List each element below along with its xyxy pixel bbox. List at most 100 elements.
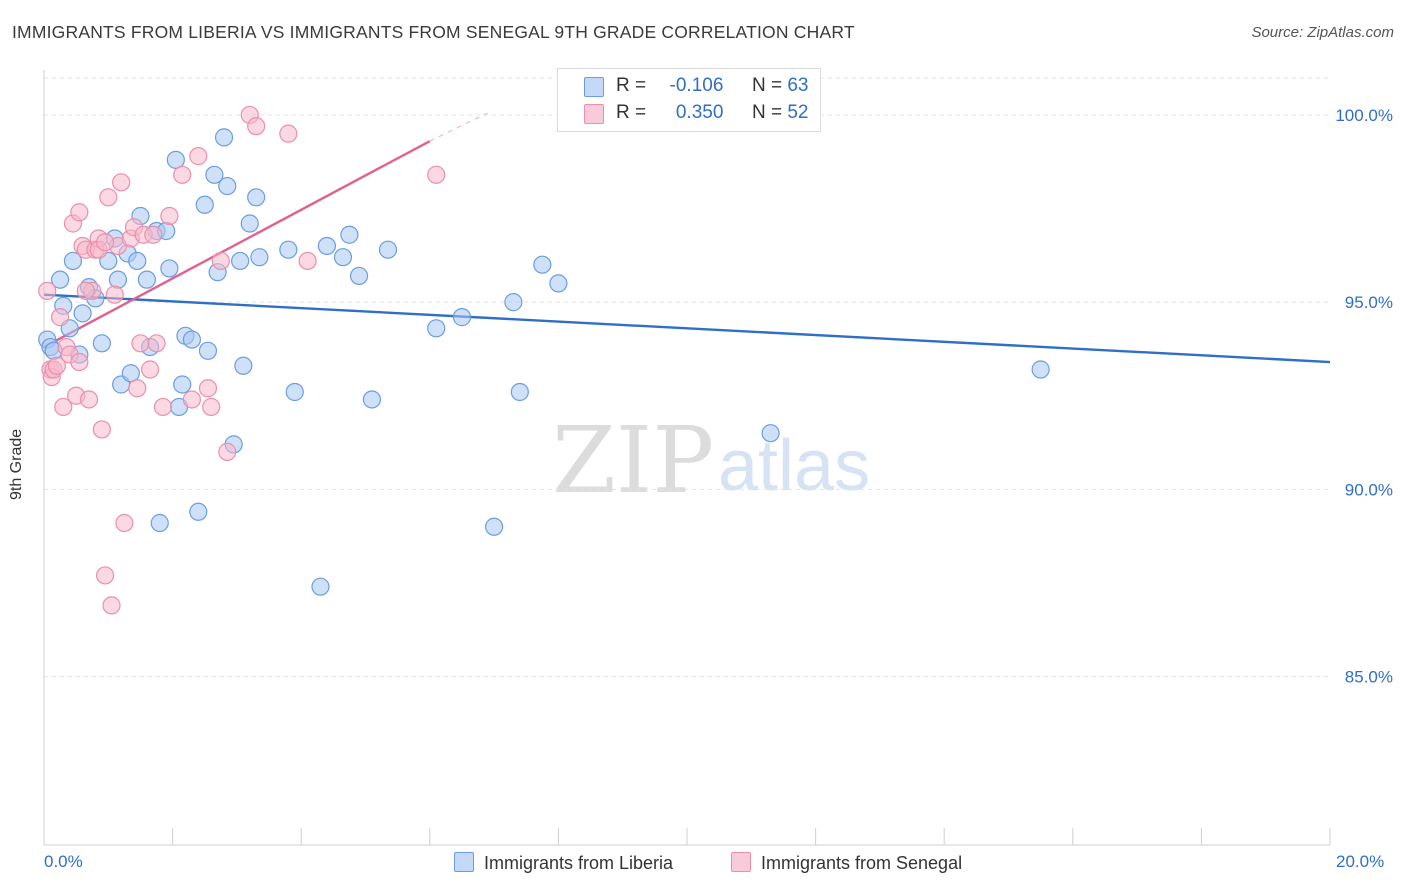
liberia-point [378, 240, 398, 259]
x-tick-label-min: 0.0% [44, 852, 83, 871]
senegal-point [247, 117, 266, 136]
liberia-point [285, 382, 304, 402]
liberia-point [166, 150, 185, 169]
senegal-point [182, 390, 201, 409]
y-tick-label: 85.0% [1345, 668, 1393, 687]
liberia-point [427, 319, 446, 338]
senegal-point [76, 281, 95, 300]
senegal-point [144, 225, 163, 244]
bottom-legend-senegal: Immigrants from Senegal [731, 852, 962, 874]
liberia-point [182, 330, 201, 349]
liberia-point [195, 195, 214, 214]
legend-r-label: R = [616, 75, 647, 96]
liberia-point [205, 165, 224, 184]
liberia-point [1031, 360, 1050, 379]
senegal-point [128, 379, 147, 398]
liberia-point [549, 274, 568, 293]
liberia-point [128, 251, 147, 271]
senegal-point [189, 147, 208, 166]
liberia-point [160, 259, 179, 278]
liberia-point [214, 128, 234, 147]
y-tick-label: 100.0% [1335, 106, 1393, 125]
senegal-point [211, 251, 230, 271]
liberia-point [50, 270, 70, 289]
legend-r-label: R = [616, 102, 647, 123]
liberia-point [218, 176, 237, 196]
senegal-point [147, 334, 166, 353]
senegal-point [160, 206, 179, 226]
senegal-trend-line [43, 140, 431, 349]
senegal-trend-line [429, 112, 488, 142]
y-tick-label: 90.0% [1345, 480, 1393, 499]
x-tick-label-max: 20.0% [1336, 852, 1385, 871]
liberia-point [231, 251, 250, 271]
liberia-point [504, 293, 523, 312]
senegal-point [427, 165, 446, 184]
liberia-point [279, 240, 298, 259]
senegal-point [50, 308, 70, 327]
senegal-point [173, 165, 192, 184]
liberia-point [485, 517, 504, 536]
senegal-point [112, 173, 131, 192]
liberia-point [247, 188, 266, 207]
senegal-point [70, 203, 89, 222]
liberia-point [311, 577, 330, 596]
senegal-point [99, 188, 118, 207]
senegal-point [95, 233, 115, 252]
liberia-point [349, 266, 369, 286]
senegal-point [218, 442, 237, 461]
liberia-point [340, 225, 359, 244]
senegal-point [198, 379, 218, 398]
liberia-point [73, 304, 92, 323]
bottom-legend-liberia: Immigrants from Liberia [454, 852, 673, 874]
legend-r-value-liberia: -0.106 [669, 75, 724, 96]
senegal-swatch-icon [584, 104, 604, 124]
senegal-point [102, 596, 121, 615]
liberia-point [137, 270, 156, 289]
liberia-point [333, 248, 353, 267]
y-tick-label: 95.0% [1345, 293, 1393, 312]
senegal-point [54, 397, 73, 417]
senegal-point [279, 124, 298, 143]
liberia-point [121, 364, 140, 383]
liberia-point [452, 308, 472, 327]
legend-n-value-senegal: 52 [787, 102, 809, 123]
watermark: ZIP atlas [552, 407, 870, 514]
watermark-atlas: atlas [718, 426, 870, 506]
liberia-point [173, 375, 192, 394]
senegal-point [38, 281, 57, 300]
senegal-legend-swatch-icon [731, 852, 751, 872]
stats-legend: R = -0.106 N = 63 R = 0.350 N = 52 [557, 68, 821, 132]
liberia-point [150, 513, 169, 533]
liberia-point [63, 251, 83, 271]
legend-n-value-liberia: 63 [787, 75, 809, 96]
liberia-point [510, 382, 529, 402]
senegal-point [298, 251, 317, 271]
liberia-point [250, 248, 269, 267]
senegal-point [153, 397, 173, 417]
liberia-point [533, 255, 552, 274]
legend-r-value-senegal: 0.350 [675, 102, 724, 123]
liberia-point [240, 214, 259, 233]
legend-label-liberia: Immigrants from Liberia [484, 853, 674, 873]
senegal-point [47, 356, 66, 375]
liberia-point [108, 270, 128, 289]
senegal-point [140, 360, 160, 379]
senegal-point [115, 513, 134, 533]
liberia-swatch-icon [584, 77, 604, 97]
liberia-point [92, 334, 111, 353]
liberia-point [189, 502, 208, 521]
liberia-trend-line [43, 293, 1331, 364]
source-label: Source: ZipAtlas.com [1251, 24, 1394, 41]
legend-n-label: N = [751, 102, 783, 123]
liberia-point [234, 356, 253, 375]
senegal-point [131, 334, 150, 353]
legend-label-senegal: Immigrants from Senegal [761, 853, 963, 873]
senegal-point [95, 566, 115, 585]
liberia-point [198, 341, 218, 360]
senegal-point [202, 397, 221, 417]
senegal-point [92, 420, 111, 439]
senegal-point [105, 285, 124, 304]
senegal-point [70, 352, 89, 372]
